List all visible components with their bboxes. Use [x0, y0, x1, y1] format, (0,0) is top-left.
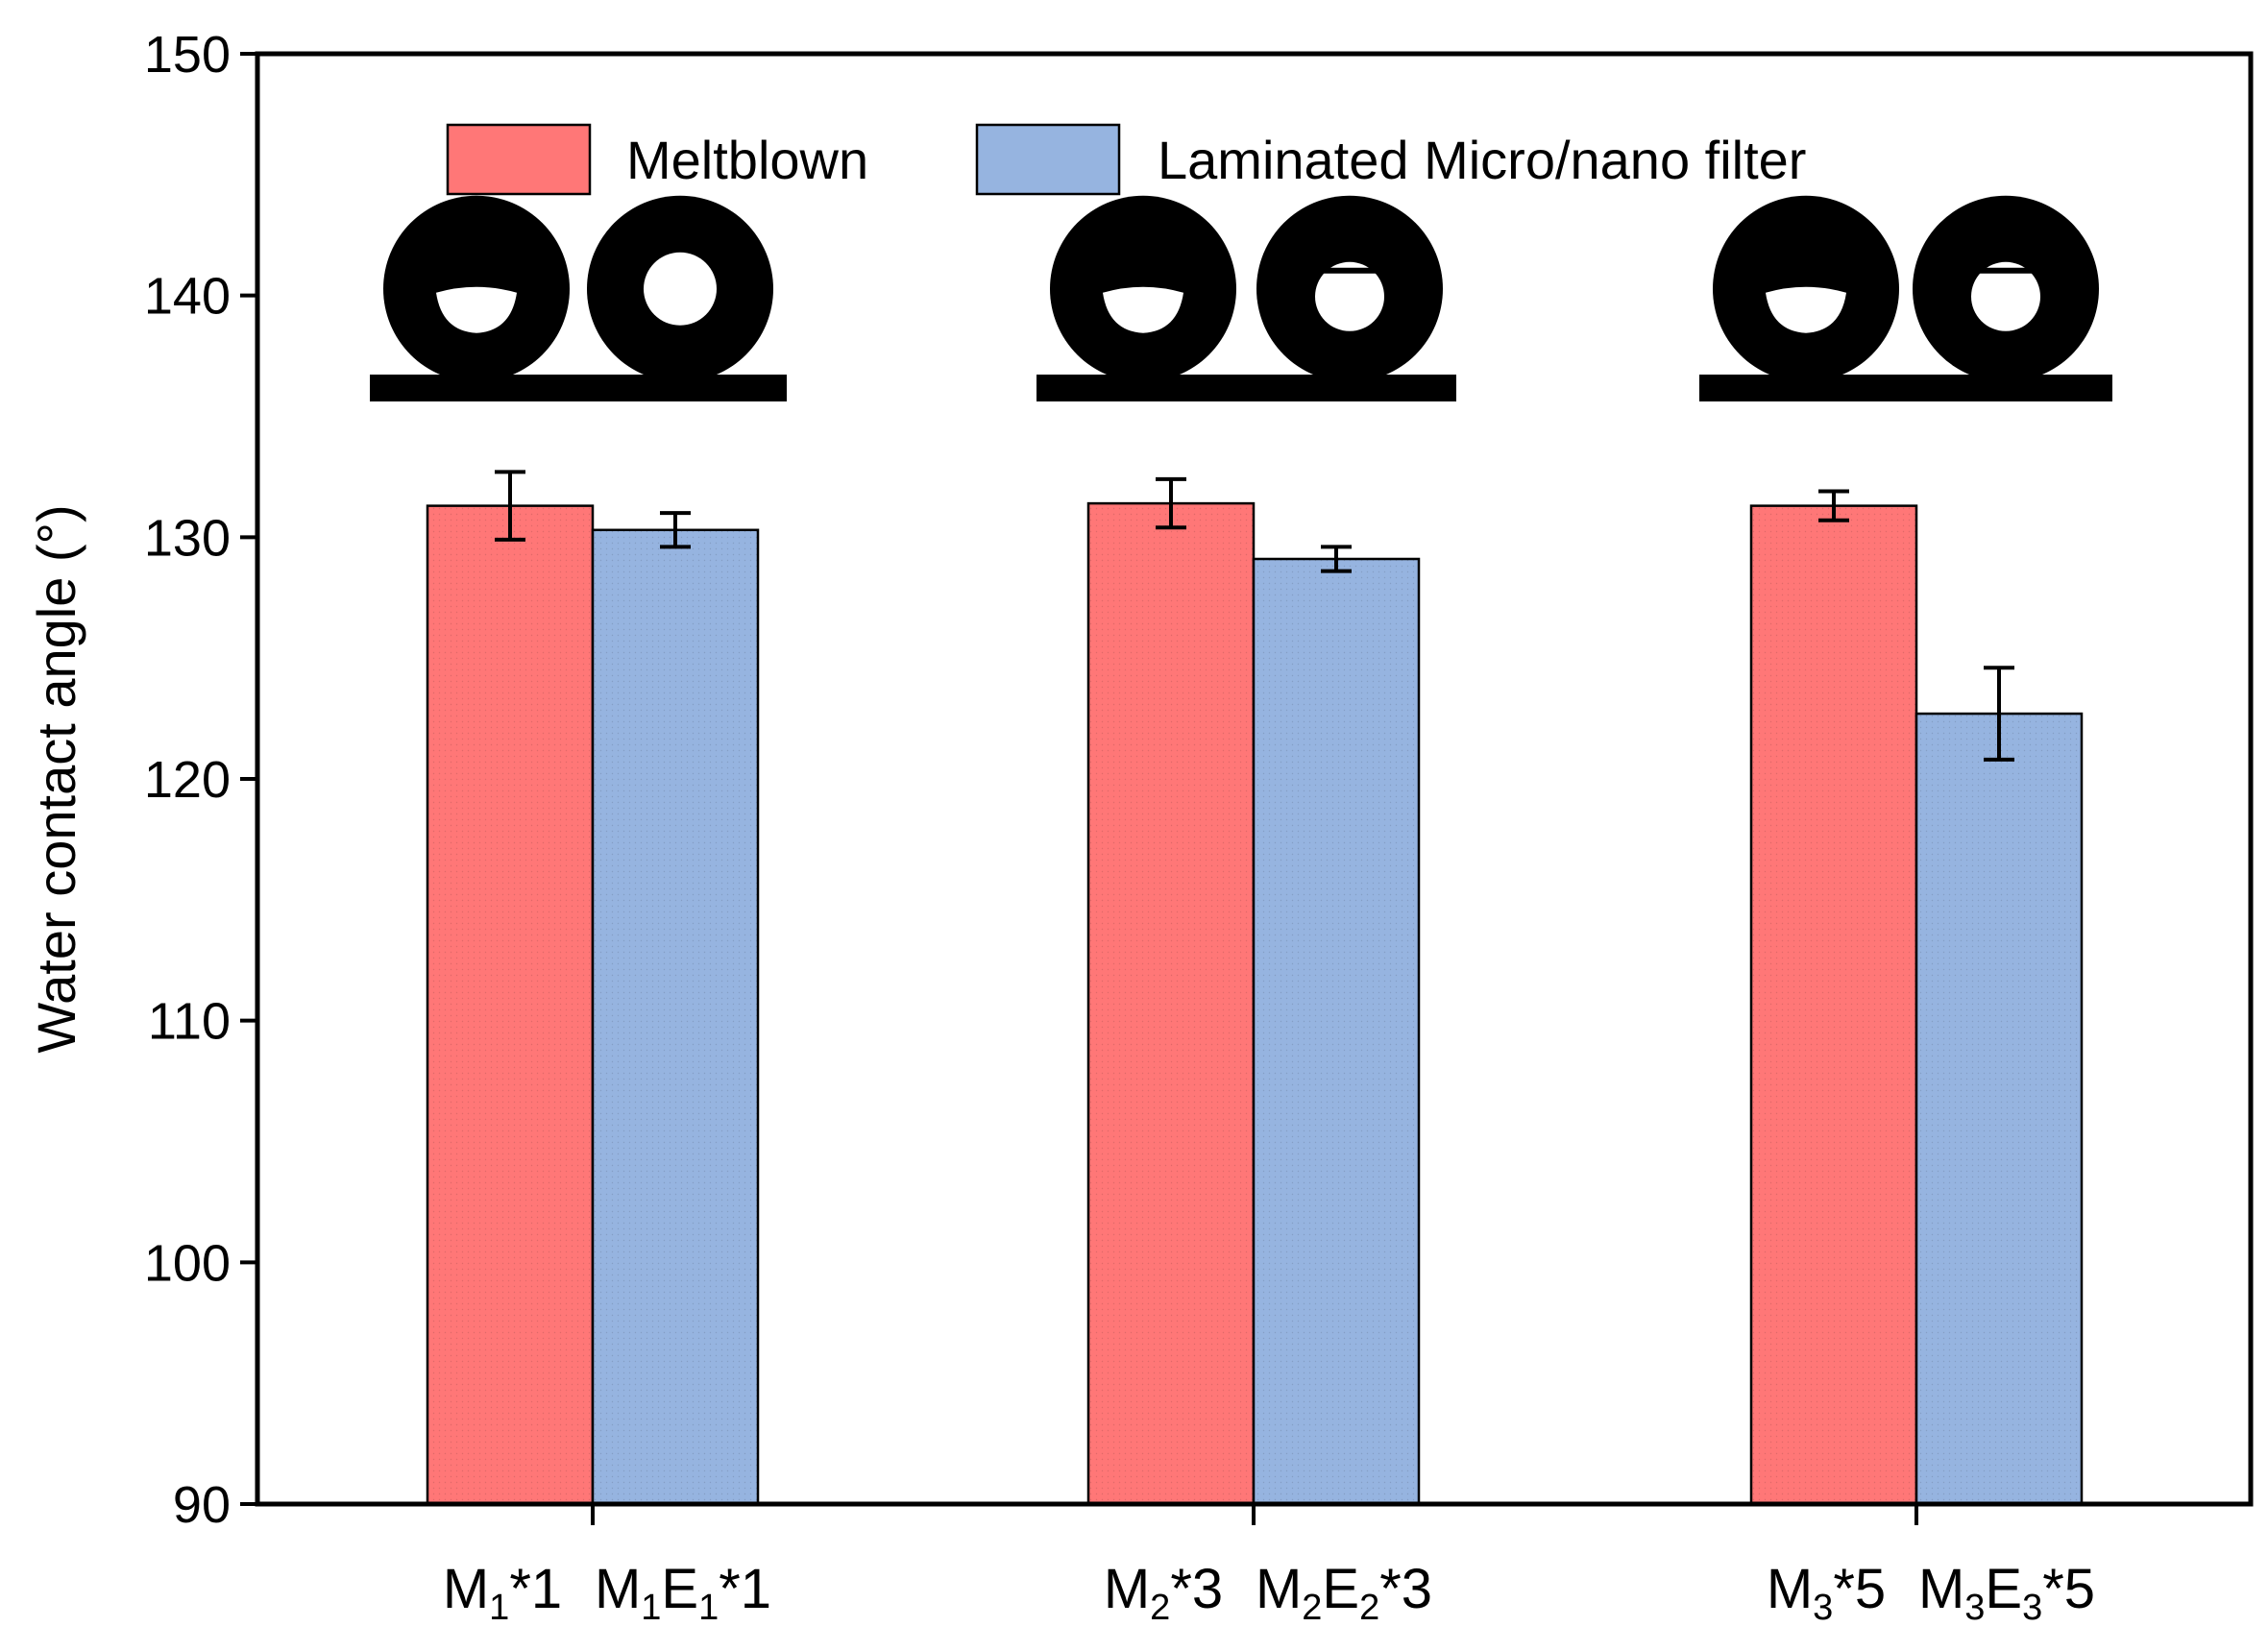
droplet-images-layer	[370, 195, 2112, 401]
y-axis-title: Water contact angle (°)	[26, 504, 86, 1053]
y-tick-label: 90	[173, 1476, 231, 1534]
droplet-highlight	[644, 252, 717, 326]
droplet-highlight	[1971, 261, 2040, 331]
legend-swatch-laminated	[975, 123, 1121, 196]
bar-texture	[1088, 503, 1254, 1504]
droplet-highlight-line	[1317, 267, 1382, 274]
y-tick-label: 100	[144, 1234, 231, 1292]
x-category-label: M2*3	[1104, 1558, 1223, 1628]
droplet-image	[370, 195, 583, 401]
y-tick-label: 110	[148, 993, 231, 1051]
x-category-label: M1*1	[443, 1558, 562, 1628]
y-axis: 90 100 110 120 130 140 150	[144, 26, 257, 1534]
droplet-highlight	[1103, 286, 1183, 333]
droplet-highlight	[436, 286, 517, 333]
bar-texture	[1254, 558, 1419, 1504]
legend: Meltblown Laminated Micro/nano filter	[446, 123, 1806, 196]
bar-texture	[593, 529, 758, 1504]
y-tick-label: 150	[144, 26, 231, 84]
droplet-image	[1243, 195, 1456, 401]
droplet-image	[1899, 195, 2112, 401]
droplet-image	[1036, 195, 1250, 401]
droplet-image	[573, 195, 787, 401]
x-category-label: M3E3*5	[1918, 1558, 2095, 1628]
droplet-image	[1699, 195, 1913, 401]
y-tick-label: 120	[144, 751, 231, 809]
x-category-label: M3*5	[1767, 1558, 1886, 1628]
legend-label-meltblown: Meltblown	[626, 130, 868, 190]
y-tick-label: 140	[144, 268, 231, 326]
x-axis: M1*1 M1E1*1 M2*3 M2E2*3 M3*5 M3E3*5	[443, 1504, 2095, 1628]
x-category-label: M1E1*1	[595, 1558, 771, 1628]
droplet-highlight	[1315, 261, 1384, 331]
droplet-highlight-line	[1973, 267, 2038, 274]
legend-label-laminated: Laminated Micro/nano filter	[1158, 130, 1806, 190]
droplet-highlight	[1766, 286, 1846, 333]
bars-layer	[426, 501, 2084, 1506]
bar-texture	[1916, 714, 2082, 1504]
bar-texture	[1751, 505, 1916, 1504]
error-bars-layer	[495, 470, 2014, 762]
legend-swatch-meltblown	[446, 123, 592, 196]
bar-texture	[427, 505, 593, 1504]
x-category-label: M2E2*3	[1256, 1558, 1432, 1628]
y-tick-label: 130	[144, 509, 231, 567]
